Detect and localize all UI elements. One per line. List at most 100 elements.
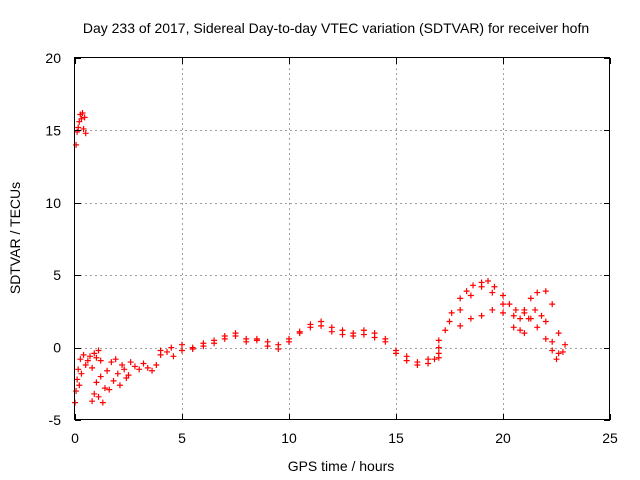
- data-point: [89, 398, 96, 405]
- data-point: [168, 344, 175, 351]
- data-point: [78, 115, 85, 122]
- data-point: [527, 295, 534, 302]
- data-point: [81, 114, 88, 121]
- data-point: [144, 364, 151, 371]
- data-point: [264, 338, 271, 345]
- data-point: [86, 353, 93, 360]
- data-point: [84, 357, 91, 364]
- data-point: [275, 346, 282, 353]
- data-point: [75, 366, 82, 373]
- data-point: [382, 335, 389, 342]
- data-point: [562, 341, 569, 348]
- data-point: [101, 385, 108, 392]
- data-point: [512, 306, 519, 313]
- data-point: [307, 321, 314, 328]
- data-point: [97, 373, 104, 380]
- data-point: [95, 347, 102, 354]
- data-point: [521, 306, 528, 313]
- data-point: [549, 347, 556, 354]
- data-point: [157, 347, 164, 354]
- data-point: [74, 128, 81, 135]
- data-point: [253, 335, 260, 342]
- data-point: [525, 315, 532, 322]
- data-point: [500, 301, 506, 308]
- data-point: [467, 315, 474, 322]
- data-point: [555, 350, 562, 357]
- data-point: [559, 348, 566, 355]
- data-point: [74, 376, 81, 383]
- data-point: [489, 306, 496, 313]
- data-point: [91, 350, 98, 357]
- x-tick-label: 10: [281, 430, 297, 446]
- y-tick-label: 15: [45, 122, 61, 138]
- data-point: [339, 327, 346, 334]
- y-tick-label: 5: [53, 267, 61, 283]
- data-point: [534, 324, 541, 331]
- data-point: [221, 333, 228, 340]
- data-point: [95, 393, 102, 400]
- data-point: [463, 288, 470, 295]
- data-point: [470, 282, 477, 289]
- x-tick-label: 5: [178, 430, 186, 446]
- data-point: [360, 327, 367, 334]
- data-point: [73, 388, 80, 395]
- data-point: [200, 340, 207, 347]
- data-point: [500, 309, 506, 316]
- data-point: [549, 338, 556, 345]
- data-point: [116, 382, 123, 389]
- y-axis-label: SDTVAR / TECUs: [7, 182, 23, 294]
- x-tick-label: 15: [388, 430, 404, 446]
- data-points: [72, 110, 569, 406]
- data-point: [538, 312, 545, 319]
- data-point: [435, 337, 442, 344]
- data-point: [93, 379, 100, 386]
- data-point: [425, 356, 432, 363]
- data-point: [82, 130, 89, 137]
- data-point: [170, 353, 177, 360]
- data-point: [164, 348, 171, 355]
- data-point: [136, 366, 143, 373]
- data-point: [532, 306, 539, 313]
- data-point: [446, 318, 453, 325]
- y-tick-label: 0: [53, 340, 61, 356]
- data-point: [457, 306, 464, 313]
- data-point: [73, 141, 80, 148]
- data-point: [232, 330, 239, 337]
- data-point: [467, 292, 474, 299]
- data-point: [542, 335, 549, 342]
- data-point: [542, 318, 549, 325]
- data-point: [97, 357, 104, 364]
- data-point: [153, 361, 160, 368]
- data-point: [478, 283, 485, 290]
- data-point: [403, 353, 410, 360]
- data-point: [549, 301, 556, 308]
- data-point: [149, 367, 156, 374]
- data-point: [510, 312, 517, 319]
- data-point: [75, 124, 82, 131]
- data-point: [442, 327, 449, 334]
- data-point: [189, 344, 196, 351]
- x-tick-label: 20: [495, 430, 511, 446]
- data-point: [553, 356, 560, 363]
- data-point: [485, 277, 492, 284]
- data-point: [108, 359, 115, 366]
- data-point: [93, 354, 100, 361]
- data-point: [76, 382, 83, 389]
- data-point: [106, 386, 113, 393]
- data-point: [89, 364, 96, 371]
- data-point: [286, 338, 292, 345]
- data-point: [80, 351, 87, 358]
- data-point: [431, 356, 438, 363]
- data-point: [91, 390, 98, 397]
- data-point: [112, 356, 119, 363]
- data-point: [131, 363, 138, 370]
- data-point: [125, 372, 132, 379]
- data-point: [114, 370, 121, 377]
- data-point: [555, 330, 562, 337]
- data-point: [78, 370, 85, 377]
- x-tick-label: 0: [71, 430, 79, 446]
- data-point: [99, 399, 106, 406]
- data-point: [371, 330, 378, 337]
- data-point: [121, 366, 128, 373]
